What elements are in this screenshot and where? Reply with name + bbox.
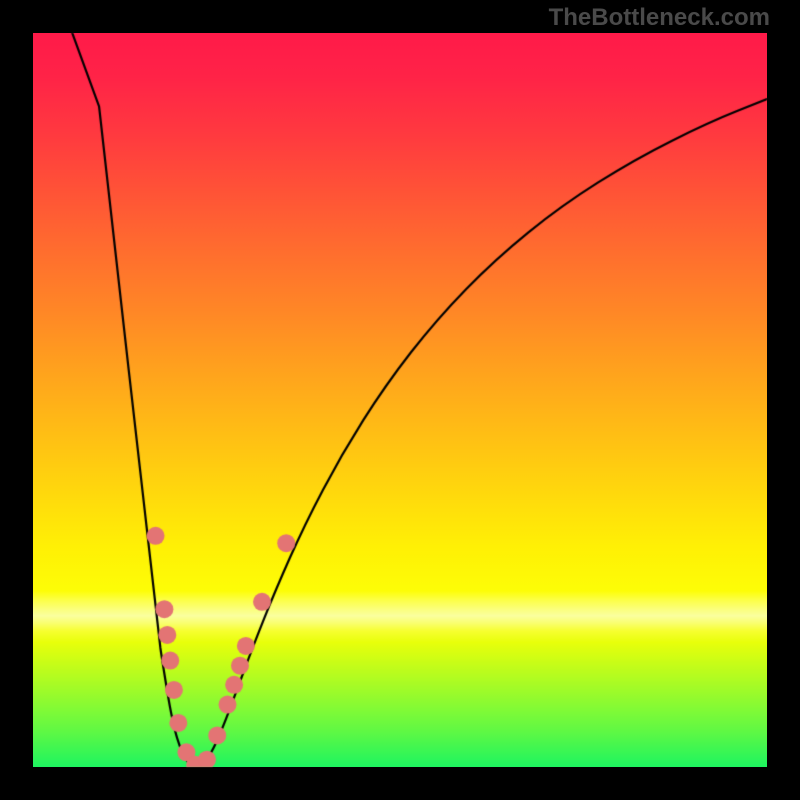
bottleneck-curve-chart (0, 0, 800, 800)
watermark-text: TheBottleneck.com (549, 4, 770, 32)
